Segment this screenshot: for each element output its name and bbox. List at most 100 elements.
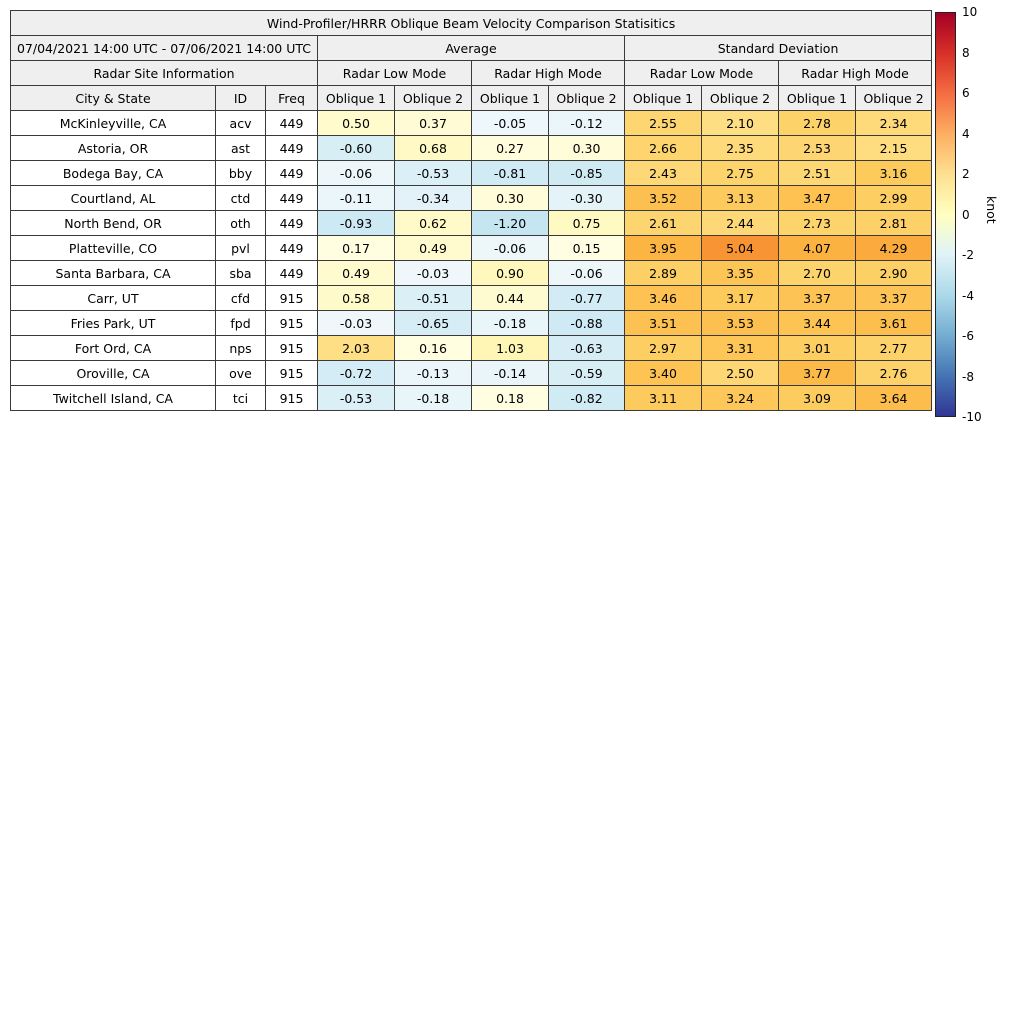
- value-cell: 3.46: [624, 285, 702, 311]
- city-cell: Bodega Bay, CA: [10, 160, 216, 186]
- value-cell: 3.40: [624, 360, 702, 386]
- colorbar-tick-label: -10: [962, 410, 982, 424]
- col-header-oblique: Oblique 1: [778, 85, 856, 111]
- colorbar-tick-label: -6: [962, 329, 974, 343]
- city-cell: Fort Ord, CA: [10, 335, 216, 361]
- col-header-oblique: Oblique 2: [854, 85, 933, 111]
- stddev-group-header: Standard Deviation: [623, 35, 933, 61]
- col-header-city: City & State: [10, 85, 216, 111]
- value-cell: -0.03: [394, 260, 472, 286]
- freq-cell: 915: [265, 335, 318, 361]
- value-cell: 0.17: [317, 235, 395, 261]
- value-cell: 3.44: [778, 310, 856, 336]
- value-cell: 2.10: [701, 110, 779, 136]
- value-cell: 3.24: [701, 385, 779, 411]
- value-cell: -0.81: [471, 160, 549, 186]
- value-cell: -0.82: [548, 385, 625, 411]
- std-low-mode-header: Radar Low Mode: [624, 60, 779, 86]
- city-cell: Platteville, CO: [10, 235, 216, 261]
- value-cell: 0.58: [317, 285, 395, 311]
- col-header-freq: Freq: [265, 85, 318, 111]
- value-cell: 0.27: [471, 135, 549, 161]
- value-cell: 0.44: [471, 285, 549, 311]
- city-cell: Carr, UT: [10, 285, 216, 311]
- col-header-oblique: Oblique 2: [394, 85, 472, 111]
- value-cell: -0.05: [471, 110, 549, 136]
- value-cell: 2.66: [624, 135, 702, 161]
- value-cell: 0.30: [548, 135, 625, 161]
- col-header-oblique: Oblique 1: [317, 85, 395, 111]
- col-header-oblique: Oblique 1: [624, 85, 702, 111]
- freq-cell: 915: [265, 360, 318, 386]
- freq-cell: 449: [265, 160, 318, 186]
- title-row: Wind-Profiler/HRRR Oblique Beam Velocity…: [9, 10, 933, 36]
- mode-header-row: Radar Site Information Radar Low Mode Ra…: [10, 60, 933, 86]
- colorbar-tick-label: 6: [962, 86, 970, 100]
- value-cell: 3.16: [854, 160, 933, 186]
- city-cell: Fries Park, UT: [10, 310, 216, 336]
- value-cell: 0.90: [471, 260, 549, 286]
- colorbar-tick-label: 8: [962, 45, 970, 60]
- column-header-row: City & State ID Freq Oblique 1 Oblique 2…: [10, 85, 933, 111]
- value-cell: -0.14: [471, 360, 549, 386]
- value-cell: 2.53: [778, 135, 856, 161]
- value-cell: 0.30: [471, 185, 549, 211]
- value-cell: 0.15: [548, 235, 625, 261]
- value-cell: 2.55: [624, 110, 702, 136]
- colorbar-tick-label: 4: [962, 126, 970, 141]
- value-cell: 5.04: [701, 235, 779, 261]
- value-cell: 2.50: [701, 360, 779, 386]
- col-header-oblique: Oblique 1: [471, 85, 549, 111]
- value-cell: -0.88: [548, 310, 625, 336]
- site-id-cell: bby: [215, 160, 266, 186]
- value-cell: 0.62: [394, 210, 472, 236]
- table-row: Oroville, CA ove 915 -0.72 -0.13 -0.14 -0.59 3.…: [10, 360, 933, 386]
- table-row: North Bend, OR oth 449 -0.93 0.62 -1.20 0.75 2.…: [10, 210, 933, 236]
- value-cell: 2.77: [854, 335, 933, 361]
- site-id-cell: acv: [215, 110, 266, 136]
- value-cell: 3.52: [624, 185, 702, 211]
- group-header-row: 07/04/2021 14:00 UTC - 07/06/2021 14:00 …: [10, 35, 933, 61]
- value-cell: 3.53: [701, 310, 779, 336]
- value-cell: -0.18: [471, 310, 549, 336]
- colorbar-ticks: 10 8 6 4 2 0 -2 -4 -6 -8 -10: [962, 5, 992, 424]
- value-cell: -0.03: [317, 310, 395, 336]
- std-high-mode-header: Radar High Mode: [777, 60, 933, 86]
- average-group-header: Average: [317, 35, 625, 61]
- city-cell: North Bend, OR: [10, 210, 216, 236]
- freq-cell: 449: [265, 260, 318, 286]
- period-header: 07/04/2021 14:00 UTC - 07/06/2021 14:00 …: [10, 35, 318, 61]
- table-row: Astoria, OR ast 449 -0.60 0.68 0.27 0.30 2.66 2.…: [10, 135, 933, 161]
- site-id-cell: cfd: [215, 285, 266, 311]
- value-cell: 3.01: [778, 335, 856, 361]
- value-cell: -0.13: [394, 360, 472, 386]
- value-cell: 2.97: [624, 335, 702, 361]
- col-header-oblique: Oblique 2: [548, 85, 625, 111]
- freq-cell: 449: [265, 135, 318, 161]
- value-cell: -0.85: [548, 160, 625, 186]
- site-id-cell: nps: [215, 335, 266, 361]
- value-cell: -0.93: [317, 210, 395, 236]
- table-row: Platteville, CO pvl 449 0.17 0.49 -0.06 0.15 3.…: [10, 235, 933, 261]
- value-cell: 0.68: [394, 135, 472, 161]
- value-cell: -0.60: [317, 135, 395, 161]
- city-cell: Santa Barbara, CA: [10, 260, 216, 286]
- value-cell: 3.37: [778, 285, 856, 311]
- value-cell: -0.30: [548, 185, 625, 211]
- value-cell: -0.11: [317, 185, 395, 211]
- value-cell: 4.07: [778, 235, 856, 261]
- value-cell: 3.64: [854, 385, 933, 411]
- value-cell: 3.31: [701, 335, 779, 361]
- value-cell: 2.15: [854, 135, 933, 161]
- value-cell: 2.61: [624, 210, 702, 236]
- city-cell: Astoria, OR: [10, 135, 216, 161]
- value-cell: 0.50: [317, 110, 395, 136]
- value-cell: -0.53: [317, 385, 395, 411]
- table-title: Wind-Profiler/HRRR Oblique Beam Velocity…: [9, 10, 933, 36]
- colorbar-tick-label: 2: [962, 167, 970, 181]
- table-row: Bodega Bay, CA bby 449 -0.06 -0.53 -0.81 -0.85…: [10, 160, 933, 186]
- value-cell: -0.77: [548, 285, 625, 311]
- value-cell: 2.34: [854, 110, 933, 136]
- value-cell: 3.35: [701, 260, 779, 286]
- value-cell: 2.70: [778, 260, 856, 286]
